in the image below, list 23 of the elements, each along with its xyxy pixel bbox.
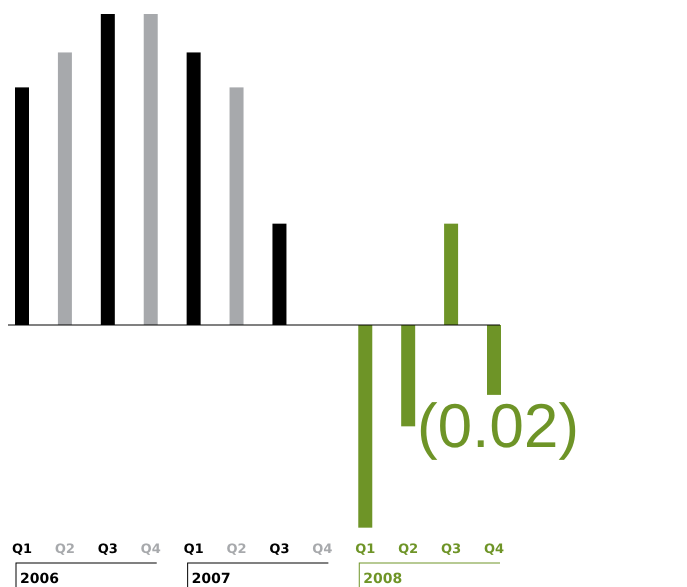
x-tick-label: Q2	[398, 542, 418, 557]
x-tick-label: Q2	[54, 542, 75, 557]
bar	[444, 224, 458, 325]
text: 2008	[363, 571, 402, 587]
bar	[230, 87, 244, 325]
data-label: (0.02)	[417, 392, 579, 461]
x-tick-label: Q3	[269, 542, 290, 557]
x-tick-label: Q3	[98, 542, 118, 557]
bar	[58, 52, 72, 325]
x-tick-label: Q4	[484, 542, 504, 557]
x-tick-label: Q1	[12, 542, 32, 557]
x-tick-label: Q4	[312, 542, 332, 557]
bar	[401, 325, 416, 426]
x-tick-label: Q1	[184, 542, 204, 557]
bar	[487, 325, 501, 395]
text: 2006	[20, 571, 59, 587]
x-tick-label: Q1	[355, 542, 376, 557]
bar	[358, 325, 372, 528]
text: 2007	[192, 571, 231, 587]
x-tick-label: Q4	[140, 542, 161, 557]
x-tick-label: Q2	[226, 542, 247, 557]
x-tick-label: Q3	[441, 542, 462, 557]
bar	[144, 14, 158, 325]
